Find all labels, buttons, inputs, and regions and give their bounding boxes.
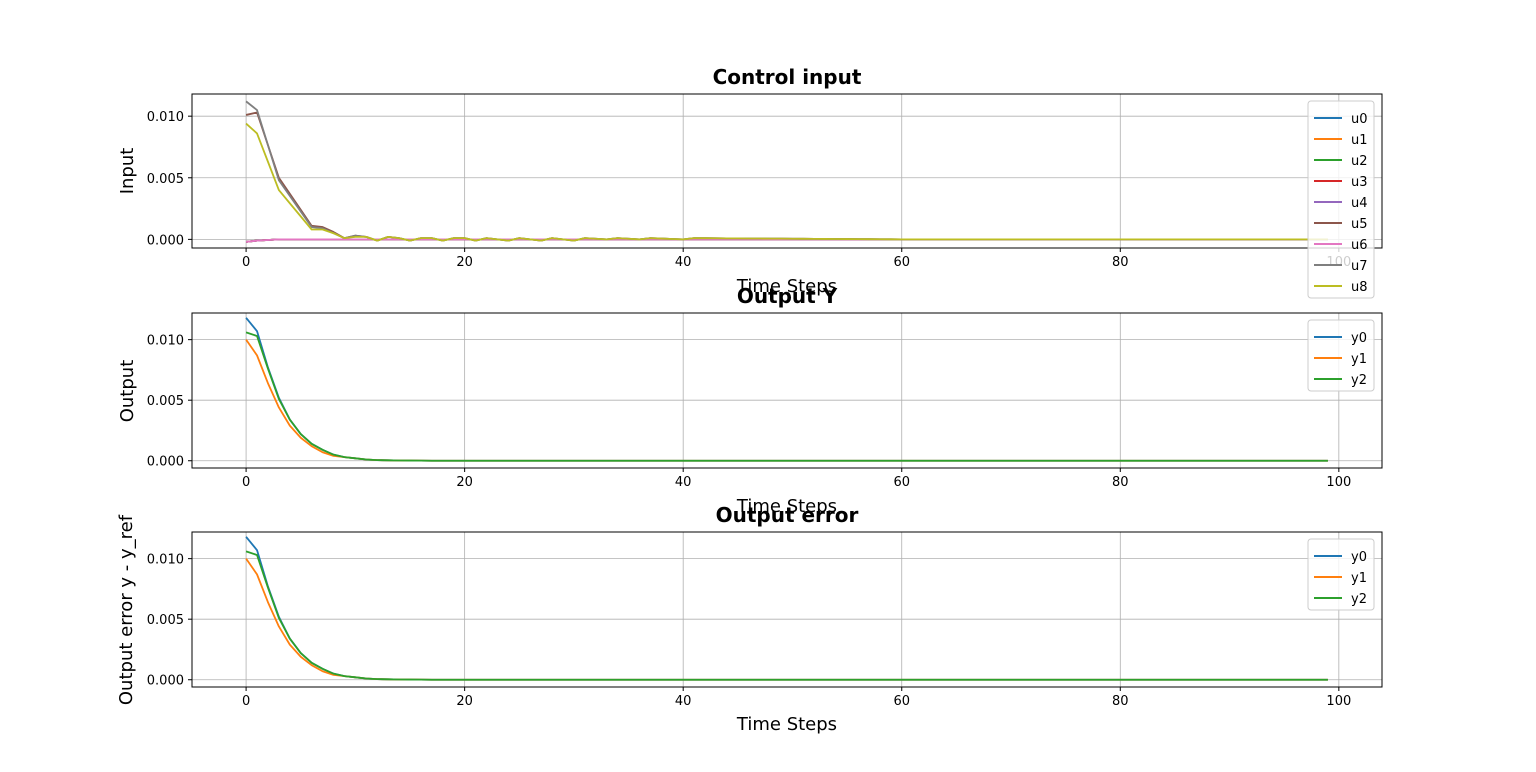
legend-label-u7: u7 [1351, 259, 1368, 274]
x-tick-label: 80 [1112, 475, 1129, 490]
y-tick-label: 0.010 [147, 334, 184, 349]
y-axis-label: Output [117, 360, 138, 423]
x-tick-label: 20 [456, 255, 473, 270]
plot-area: 0 20 40 60 80 100 0.000 0.005 0.010 [147, 312, 1383, 490]
x-tick-label: 0 [242, 694, 250, 709]
legend: y0 y1 y2 [1307, 538, 1375, 611]
legend-label-u6: u6 [1351, 238, 1368, 253]
y-tick-label: 0.005 [147, 172, 184, 187]
subplot-title: Output error [716, 503, 859, 527]
x-tick-label: 40 [675, 694, 692, 709]
series-line-y2 [245, 550, 1328, 681]
x-tick-label: 40 [675, 255, 692, 270]
legend-label-y0: y0 [1351, 550, 1367, 565]
y-axis-label: Output error y - y_ref [116, 514, 137, 705]
x-tick-label: 60 [893, 475, 910, 490]
legend-box [1307, 100, 1375, 299]
x-tick-label: 0 [242, 475, 250, 490]
legend: y0 y1 y2 [1307, 319, 1375, 392]
x-axis-label: Time Steps [736, 714, 837, 735]
legend-label-y2: y2 [1351, 592, 1367, 607]
x-axis-label: Time Steps [736, 276, 837, 297]
legend-label-u0: u0 [1351, 112, 1368, 127]
subplot-output-error: Output error Time Steps Output error y -… [116, 503, 1383, 735]
legend-label-u3: u3 [1351, 175, 1368, 190]
subplot-control-input: Control input Time Steps Input 0 20 40 60 80… [117, 65, 1383, 299]
x-tick-label: 0 [242, 255, 250, 270]
subplot-output-y: Output Y Time Steps Output 0 20 40 60 80 1000… [117, 284, 1383, 517]
legend-label-y1: y1 [1351, 352, 1367, 367]
x-tick-label: 40 [675, 475, 692, 490]
x-tick-label: 20 [456, 694, 473, 709]
y-tick-label: 0.000 [147, 233, 184, 248]
legend-label-y1: y1 [1351, 571, 1367, 586]
legend: u0 u1 u2 u3 u4 u5 u6 u7 u8 [1307, 100, 1375, 299]
legend-label-u8: u8 [1351, 280, 1368, 295]
x-tick-label: 80 [1112, 255, 1129, 270]
series-lines [245, 100, 1328, 243]
legend-label-y0: y0 [1351, 331, 1367, 346]
x-tick-label: 100 [1326, 475, 1351, 490]
axes-frame [191, 531, 1383, 688]
legend-label-y2: y2 [1351, 373, 1367, 388]
x-tick-label: 60 [893, 694, 910, 709]
axes-frame [191, 93, 1383, 249]
legend-label-u1: u1 [1351, 133, 1368, 148]
y-tick-label: 0.010 [147, 110, 184, 125]
y-tick-label: 0.000 [147, 455, 184, 470]
x-tick-label: 60 [893, 255, 910, 270]
legend-label-u5: u5 [1351, 217, 1368, 232]
axes-frame [191, 312, 1383, 469]
series-lines [245, 536, 1328, 681]
series-lines [245, 317, 1328, 462]
y-axis-label: Input [117, 148, 138, 195]
x-axis-label: Time Steps [736, 496, 837, 517]
subplot-title: Output Y [737, 284, 838, 308]
x-tick-label: 80 [1112, 694, 1129, 709]
series-line-y2 [245, 331, 1328, 462]
series-line-u8 [245, 122, 1328, 242]
plot-area: 0 20 40 60 80 100 0.000 0.005 0.010 [147, 531, 1383, 709]
x-tick-label: 20 [456, 475, 473, 490]
y-tick-label: 0.000 [147, 674, 184, 689]
y-tick-label: 0.005 [147, 394, 184, 409]
y-tick-label: 0.005 [147, 613, 184, 628]
legend-label-u2: u2 [1351, 154, 1368, 169]
legend-label-u4: u4 [1351, 196, 1368, 211]
y-tick-label: 0.010 [147, 553, 184, 568]
subplot-title: Control input [713, 65, 862, 89]
x-tick-label: 100 [1326, 694, 1351, 709]
